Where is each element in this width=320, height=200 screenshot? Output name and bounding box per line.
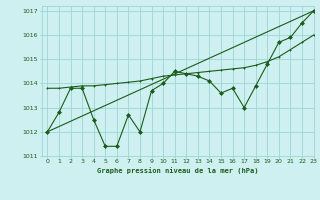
X-axis label: Graphe pression niveau de la mer (hPa): Graphe pression niveau de la mer (hPa) [97,167,258,174]
